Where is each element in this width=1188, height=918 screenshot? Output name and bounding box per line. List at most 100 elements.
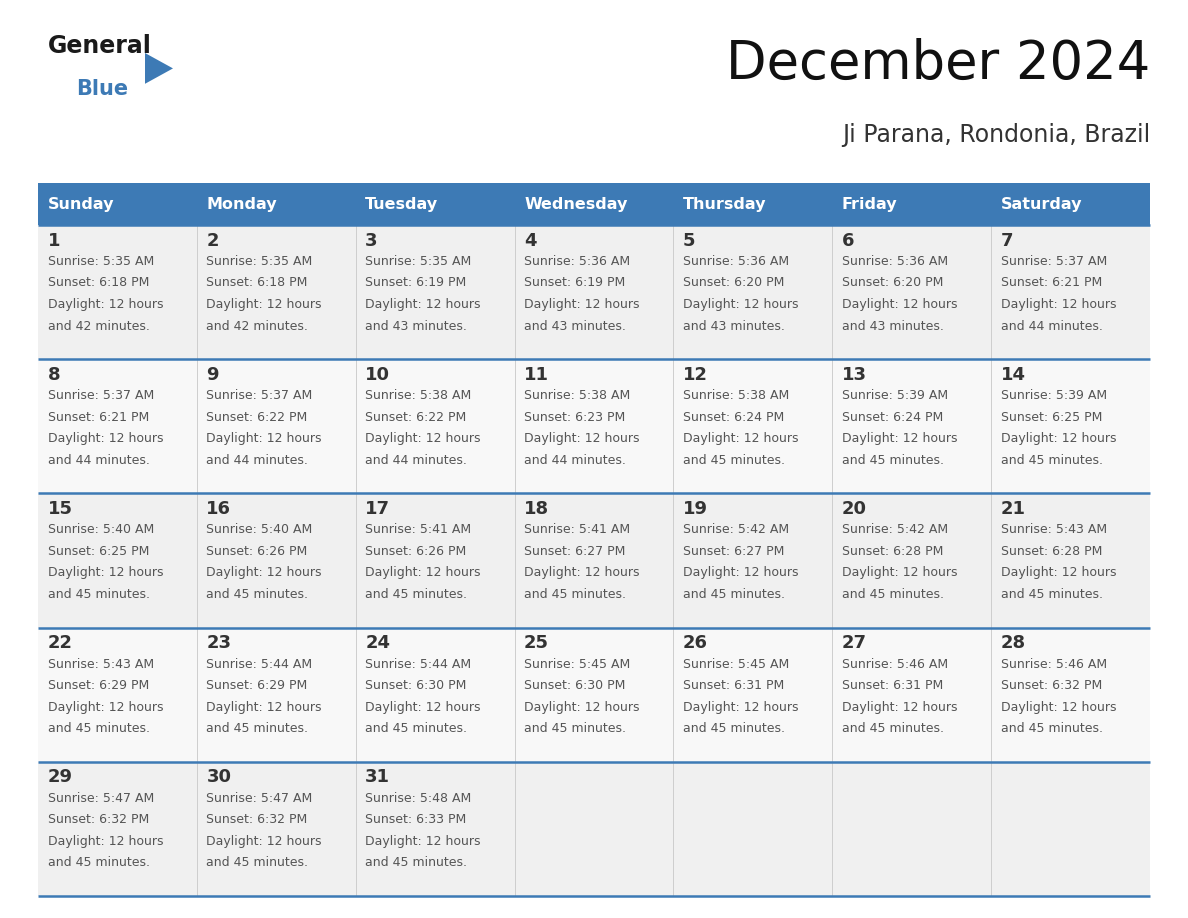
Bar	[355, 628, 514, 762]
Text: 1: 1	[48, 231, 61, 250]
Text: Sunrise: 5:37 AM: Sunrise: 5:37 AM	[1000, 255, 1107, 268]
Text: 13: 13	[842, 365, 867, 384]
Text: and 43 minutes.: and 43 minutes.	[842, 319, 943, 332]
Bar	[833, 628, 991, 762]
Text: Sunset: 6:32 PM: Sunset: 6:32 PM	[48, 813, 148, 826]
Text: Sunset: 6:24 PM: Sunset: 6:24 PM	[683, 410, 784, 424]
Text: Sunset: 6:27 PM: Sunset: 6:27 PM	[524, 545, 625, 558]
Text: Daylight: 12 hours: Daylight: 12 hours	[1000, 700, 1117, 713]
Text: Sunrise: 5:45 AM: Sunrise: 5:45 AM	[683, 657, 789, 671]
Text: Sunrise: 5:47 AM: Sunrise: 5:47 AM	[48, 792, 153, 805]
Bar	[991, 359, 1150, 493]
Text: 31: 31	[365, 768, 390, 787]
Text: Daylight: 12 hours: Daylight: 12 hours	[365, 566, 481, 579]
Text: 6: 6	[842, 231, 854, 250]
Text: Sunset: 6:22 PM: Sunset: 6:22 PM	[365, 410, 467, 424]
Text: Sunrise: 5:36 AM: Sunrise: 5:36 AM	[524, 255, 630, 268]
Polygon shape	[145, 53, 173, 84]
Text: Daylight: 12 hours: Daylight: 12 hours	[365, 700, 481, 713]
Text: Sunset: 6:32 PM: Sunset: 6:32 PM	[1000, 679, 1102, 692]
Text: Sunset: 6:30 PM: Sunset: 6:30 PM	[365, 679, 467, 692]
Text: and 45 minutes.: and 45 minutes.	[842, 453, 943, 466]
Text: Sunset: 6:26 PM: Sunset: 6:26 PM	[365, 545, 467, 558]
Text: Daylight: 12 hours: Daylight: 12 hours	[683, 298, 798, 311]
Bar	[355, 359, 514, 493]
Text: 17: 17	[365, 500, 390, 518]
Text: Sunrise: 5:35 AM: Sunrise: 5:35 AM	[48, 255, 153, 268]
Text: 3: 3	[365, 231, 378, 250]
Bar	[38, 359, 197, 493]
Bar	[991, 628, 1150, 762]
Bar	[197, 183, 355, 225]
Bar	[38, 183, 197, 225]
Text: Daylight: 12 hours: Daylight: 12 hours	[48, 298, 163, 311]
Text: 21: 21	[1000, 500, 1025, 518]
Text: Sunset: 6:28 PM: Sunset: 6:28 PM	[1000, 545, 1102, 558]
Text: 30: 30	[207, 768, 232, 787]
Text: and 45 minutes.: and 45 minutes.	[207, 856, 309, 869]
Text: Sunset: 6:31 PM: Sunset: 6:31 PM	[683, 679, 784, 692]
Text: 28: 28	[1000, 634, 1025, 652]
Bar	[674, 359, 833, 493]
Text: and 45 minutes.: and 45 minutes.	[365, 722, 467, 735]
Text: Sunrise: 5:40 AM: Sunrise: 5:40 AM	[48, 523, 153, 536]
Text: Tuesday: Tuesday	[365, 196, 438, 211]
Bar	[38, 225, 197, 359]
Text: Sunset: 6:27 PM: Sunset: 6:27 PM	[683, 545, 784, 558]
Bar	[833, 225, 991, 359]
Bar	[355, 762, 514, 896]
Text: Sunset: 6:32 PM: Sunset: 6:32 PM	[207, 813, 308, 826]
Text: Friday: Friday	[842, 196, 897, 211]
Text: Daylight: 12 hours: Daylight: 12 hours	[524, 566, 639, 579]
Text: Ji Parana, Rondonia, Brazil: Ji Parana, Rondonia, Brazil	[842, 123, 1150, 147]
Text: Sunrise: 5:43 AM: Sunrise: 5:43 AM	[1000, 523, 1107, 536]
Text: Sunrise: 5:37 AM: Sunrise: 5:37 AM	[207, 389, 312, 402]
Text: Sunrise: 5:46 AM: Sunrise: 5:46 AM	[842, 657, 948, 671]
Bar	[38, 493, 197, 628]
Text: Daylight: 12 hours: Daylight: 12 hours	[842, 566, 958, 579]
Text: Sunrise: 5:42 AM: Sunrise: 5:42 AM	[683, 523, 789, 536]
Text: and 45 minutes.: and 45 minutes.	[48, 722, 150, 735]
Text: Monday: Monday	[207, 196, 277, 211]
Bar	[674, 183, 833, 225]
Text: Sunrise: 5:35 AM: Sunrise: 5:35 AM	[207, 255, 312, 268]
Text: Sunset: 6:19 PM: Sunset: 6:19 PM	[524, 276, 625, 289]
Text: 8: 8	[48, 365, 61, 384]
Text: 9: 9	[207, 365, 219, 384]
Text: Daylight: 12 hours: Daylight: 12 hours	[1000, 298, 1117, 311]
Bar	[197, 628, 355, 762]
Text: Sunset: 6:29 PM: Sunset: 6:29 PM	[48, 679, 148, 692]
Text: Sunset: 6:33 PM: Sunset: 6:33 PM	[365, 813, 467, 826]
Bar	[38, 762, 197, 896]
Text: Daylight: 12 hours: Daylight: 12 hours	[1000, 566, 1117, 579]
Text: and 45 minutes.: and 45 minutes.	[1000, 722, 1102, 735]
Text: 29: 29	[48, 768, 72, 787]
Text: Sunrise: 5:40 AM: Sunrise: 5:40 AM	[207, 523, 312, 536]
Text: Daylight: 12 hours: Daylight: 12 hours	[524, 700, 639, 713]
Text: Daylight: 12 hours: Daylight: 12 hours	[48, 566, 163, 579]
Text: and 45 minutes.: and 45 minutes.	[842, 588, 943, 601]
Text: 22: 22	[48, 634, 72, 652]
Bar	[514, 493, 674, 628]
Text: Sunrise: 5:36 AM: Sunrise: 5:36 AM	[842, 255, 948, 268]
Text: Daylight: 12 hours: Daylight: 12 hours	[365, 834, 481, 848]
Bar	[355, 225, 514, 359]
Bar	[833, 359, 991, 493]
Text: and 45 minutes.: and 45 minutes.	[1000, 588, 1102, 601]
Bar	[514, 762, 674, 896]
Bar	[38, 628, 197, 762]
Text: 26: 26	[683, 634, 708, 652]
Text: Sunset: 6:25 PM: Sunset: 6:25 PM	[48, 545, 148, 558]
Bar	[514, 225, 674, 359]
Text: Daylight: 12 hours: Daylight: 12 hours	[48, 700, 163, 713]
Text: and 43 minutes.: and 43 minutes.	[524, 319, 626, 332]
Text: Sunset: 6:20 PM: Sunset: 6:20 PM	[842, 276, 943, 289]
Bar	[197, 493, 355, 628]
Text: Sunset: 6:21 PM: Sunset: 6:21 PM	[1000, 276, 1102, 289]
Text: Daylight: 12 hours: Daylight: 12 hours	[683, 566, 798, 579]
Text: and 45 minutes.: and 45 minutes.	[683, 453, 785, 466]
Text: Daylight: 12 hours: Daylight: 12 hours	[365, 432, 481, 445]
Text: Daylight: 12 hours: Daylight: 12 hours	[683, 432, 798, 445]
Text: Sunrise: 5:38 AM: Sunrise: 5:38 AM	[524, 389, 631, 402]
Bar	[833, 493, 991, 628]
